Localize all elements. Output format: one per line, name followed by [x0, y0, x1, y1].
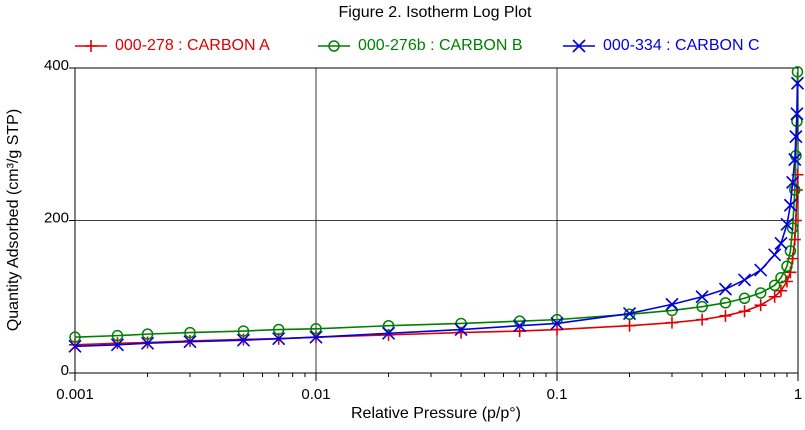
marker — [665, 297, 679, 311]
marker — [272, 332, 286, 346]
legend-label: 000-276b : CARBON B — [358, 37, 523, 54]
marker — [718, 282, 733, 296]
marker — [775, 271, 787, 284]
marker — [184, 326, 196, 339]
marker — [309, 330, 323, 344]
x-axis-label: Relative Pressure (p/p°) — [351, 405, 521, 422]
marker — [786, 175, 800, 189]
marker — [754, 287, 767, 299]
marker — [141, 328, 154, 340]
marker — [790, 107, 804, 121]
series-line — [74, 174, 799, 346]
marker — [738, 292, 751, 305]
x-tick-label: 0.1 — [547, 386, 568, 403]
marker — [381, 326, 396, 340]
marker — [237, 325, 250, 337]
marker — [513, 325, 526, 338]
series-line — [74, 71, 799, 338]
marker — [140, 336, 155, 350]
marker — [69, 331, 81, 343]
marker — [768, 248, 782, 262]
marker — [623, 319, 636, 332]
marker — [791, 66, 804, 78]
chart-title: Figure 2. Isotherm Log Plot — [339, 4, 533, 21]
marker — [788, 152, 802, 167]
marker — [622, 306, 637, 321]
marker — [328, 40, 340, 52]
marker — [382, 319, 395, 332]
marker — [780, 217, 794, 231]
marker — [68, 339, 82, 353]
marker — [754, 299, 767, 312]
series-line — [74, 83, 799, 348]
marker — [696, 300, 708, 313]
legend-label: 000-334 : CARBON C — [603, 37, 760, 54]
marker — [183, 335, 197, 349]
marker — [784, 245, 797, 257]
marker — [513, 319, 527, 333]
x-tick-label: 1 — [794, 386, 802, 403]
marker — [695, 290, 709, 304]
marker — [111, 337, 124, 350]
legend-label: 000-278 : CARBON A — [115, 37, 270, 54]
x-tick-label: 0.01 — [301, 386, 330, 403]
marker — [665, 316, 678, 329]
x-tick-label: 0.001 — [56, 386, 94, 403]
marker — [719, 309, 732, 322]
y-tick-label: 400 — [44, 57, 69, 74]
marker — [69, 338, 81, 351]
marker — [783, 198, 797, 212]
marker — [738, 305, 751, 318]
marker — [789, 130, 803, 144]
marker — [754, 263, 768, 277]
marker — [85, 40, 97, 52]
marker — [572, 39, 586, 53]
marker — [110, 338, 125, 352]
y-tick-label: 0 — [61, 362, 69, 379]
marker — [786, 222, 799, 234]
marker — [696, 313, 709, 326]
marker — [272, 323, 285, 336]
marker — [236, 333, 251, 347]
marker — [454, 322, 468, 337]
marker — [719, 297, 732, 309]
marker — [310, 323, 322, 335]
marker — [774, 284, 787, 297]
marker — [774, 236, 788, 250]
marker — [781, 260, 793, 272]
marker — [790, 76, 805, 90]
y-axis-label: Quantity Adsorbed (cm³/g STP) — [5, 109, 22, 331]
marker — [784, 266, 797, 279]
y-tick-label: 200 — [44, 209, 69, 226]
marker — [768, 279, 781, 292]
marker — [737, 273, 752, 287]
marker — [768, 290, 781, 303]
marker — [551, 313, 563, 326]
marker — [550, 316, 564, 331]
marker — [551, 323, 563, 336]
marker — [111, 329, 124, 342]
